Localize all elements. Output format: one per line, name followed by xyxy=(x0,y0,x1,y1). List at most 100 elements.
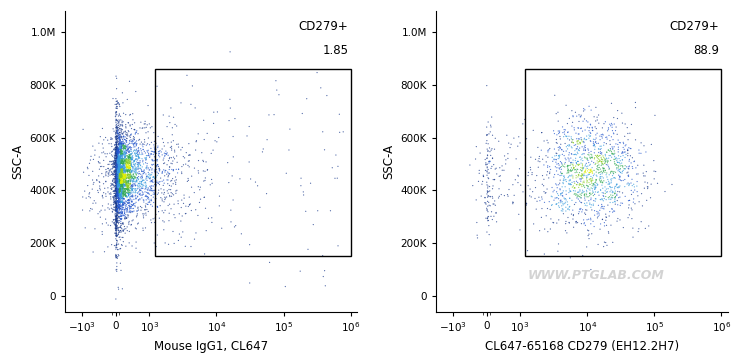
Point xyxy=(116,131,128,136)
Point xyxy=(119,152,131,158)
Point xyxy=(111,170,123,176)
Point xyxy=(609,157,621,162)
Point xyxy=(562,143,574,149)
Point xyxy=(567,160,579,166)
Point xyxy=(133,155,145,161)
Point xyxy=(121,163,133,169)
Point xyxy=(118,172,130,178)
Point xyxy=(117,202,129,208)
Point xyxy=(114,177,126,182)
Point xyxy=(124,141,136,146)
Point xyxy=(123,191,134,197)
Point xyxy=(110,214,122,219)
Point xyxy=(111,150,123,156)
Point xyxy=(117,191,129,197)
Point xyxy=(597,142,609,148)
Point xyxy=(120,172,132,178)
Point xyxy=(585,205,597,210)
Point xyxy=(144,179,156,185)
Point xyxy=(124,177,136,183)
Point xyxy=(114,187,126,193)
Point xyxy=(603,147,614,153)
Point xyxy=(111,179,123,185)
Point xyxy=(110,164,122,170)
Point xyxy=(112,161,124,167)
Point xyxy=(135,148,147,154)
Point xyxy=(114,147,126,153)
Point xyxy=(113,163,125,169)
Point xyxy=(536,173,548,178)
Point xyxy=(132,162,143,167)
Point xyxy=(116,139,128,145)
Point xyxy=(123,155,135,161)
Point xyxy=(593,112,605,118)
Point xyxy=(99,151,111,157)
Point xyxy=(113,181,125,186)
Point xyxy=(208,109,220,115)
Point xyxy=(568,188,580,194)
Point xyxy=(593,146,605,152)
Point xyxy=(541,137,553,143)
Point xyxy=(125,155,137,161)
Point xyxy=(125,172,137,178)
Point xyxy=(116,149,128,155)
Point xyxy=(125,189,137,195)
Point xyxy=(118,157,130,163)
Point xyxy=(121,174,133,180)
Point xyxy=(117,206,129,212)
Point xyxy=(176,213,188,219)
Point xyxy=(77,194,88,200)
Point xyxy=(109,134,121,140)
Point xyxy=(124,180,136,186)
Point xyxy=(108,188,120,194)
Point xyxy=(106,159,117,165)
Point xyxy=(114,175,126,181)
Point xyxy=(94,160,106,166)
Point xyxy=(111,256,123,261)
Point xyxy=(94,187,106,193)
Point xyxy=(111,202,123,208)
Point xyxy=(586,190,598,196)
Point xyxy=(571,139,583,145)
Point xyxy=(589,180,601,186)
Point xyxy=(120,177,132,183)
Point xyxy=(578,192,590,198)
Point xyxy=(151,178,163,184)
Point xyxy=(112,195,124,201)
Point xyxy=(586,155,598,161)
Point xyxy=(108,188,120,194)
Point xyxy=(115,150,127,156)
Point xyxy=(113,125,125,131)
Point xyxy=(114,159,126,165)
Point xyxy=(117,170,129,176)
Point xyxy=(479,195,491,201)
Point xyxy=(117,166,129,172)
Point xyxy=(116,179,128,185)
Point xyxy=(560,179,572,185)
Point xyxy=(110,226,122,232)
Point xyxy=(109,159,121,165)
Point xyxy=(113,169,125,174)
Point xyxy=(605,123,617,128)
Point xyxy=(145,202,157,207)
Point xyxy=(116,159,128,165)
Point xyxy=(116,203,128,209)
Point xyxy=(111,117,123,123)
Point xyxy=(110,221,122,227)
Point xyxy=(563,137,575,143)
Point xyxy=(123,187,134,193)
Point xyxy=(114,162,126,168)
Point xyxy=(140,130,152,136)
Point xyxy=(481,188,493,194)
Point xyxy=(114,169,126,175)
Point xyxy=(620,142,632,148)
Point xyxy=(115,164,127,170)
Point xyxy=(112,100,124,106)
Point xyxy=(117,191,129,197)
Point xyxy=(120,164,132,170)
Point xyxy=(112,175,124,181)
Point xyxy=(110,111,122,117)
Point xyxy=(481,168,493,174)
Point xyxy=(564,168,576,174)
Point xyxy=(112,247,124,253)
